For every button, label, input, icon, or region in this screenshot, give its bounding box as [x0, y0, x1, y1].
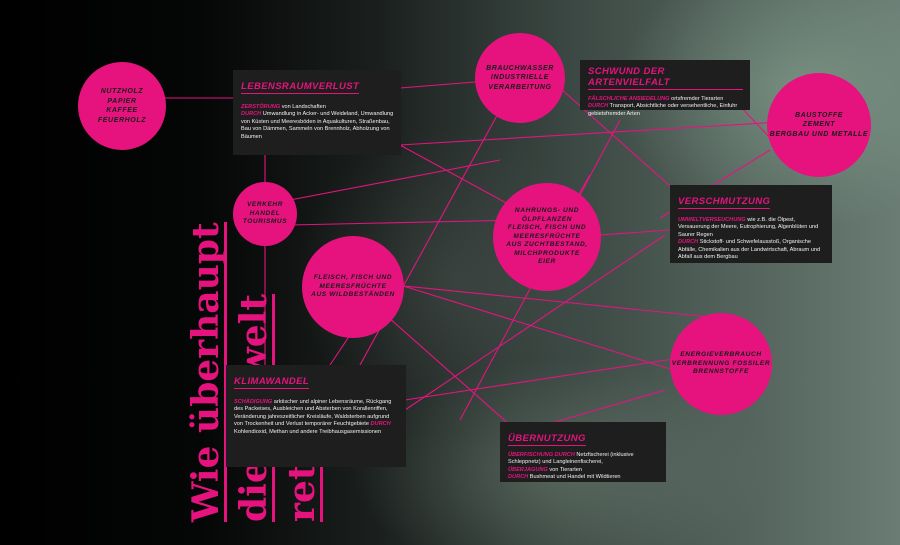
bubble-fleisch: FLEISCH, FISCH UND MEERESFRÜCHTE AUS WIL… — [302, 236, 404, 338]
connector — [399, 144, 511, 206]
connector — [544, 389, 666, 426]
bubble-brauchwasser: BRAUCHWASSER INDUSTRIELLE VERARBEITUNG — [475, 33, 565, 123]
connector — [344, 279, 741, 321]
bubble-energie: ENERGIEVERBRAUCH VERBRENNUNG FOSSILER BR… — [670, 313, 772, 415]
connector — [399, 284, 681, 373]
box-uebernutzung-title: ÜBERNUTZUNG — [508, 433, 586, 446]
box-uebernutzung: ÜBERNUTZUNG Überfischung durch Netzfisch… — [500, 422, 666, 482]
bubble-energie-label: ENERGIEVERBRAUCH VERBRENNUNG FOSSILER BR… — [671, 350, 771, 376]
bubble-verkehr-label: VERKEHR HANDEL TOURISMUS — [242, 201, 288, 226]
connector — [404, 234, 666, 411]
bubble-nutzholz-label: NUTZHOLZ PAPIER KAFFEE FEUERHOLZ — [97, 88, 147, 124]
bubble-baustoffe: BAUSTOFFE ZEMENT BERGBAU UND METALLE — [767, 73, 871, 177]
connector — [289, 219, 521, 226]
bubble-fleisch-label: FLEISCH, FISCH UND MEERESFRÜCHTE AUS WIL… — [311, 273, 395, 299]
box-verschmutzung-text: Umweltverseuchung wie z.B. die Ölpest, V… — [678, 217, 821, 261]
connector — [599, 229, 671, 236]
box-schwund-title: SCHWUND DER ARTENVIELFALT — [588, 66, 743, 90]
bubble-brauchwasser-label: BRAUCHWASSER INDUSTRIELLE VERARBEITUNG — [486, 64, 554, 91]
connector — [289, 159, 501, 201]
box-lebensraumverlust: LEBENSRAUMVERLUST Zerstörung von Landsch… — [233, 70, 401, 155]
bubble-verkehr: VERKEHR HANDEL TOURISMUS — [233, 182, 297, 246]
bubble-nutzholz: NUTZHOLZ PAPIER KAFFEE FEUERHOLZ — [78, 62, 166, 150]
connector — [379, 309, 511, 426]
bubble-baustoffe-label: BAUSTOFFE ZEMENT BERGBAU UND METALLE — [769, 111, 869, 138]
bubble-nahrung-label: NAHRUNGS- UND ÖLPFLANZEN FLEISCH, FISCH … — [506, 206, 588, 266]
box-verschmutzung: VERSCHMUTZUNG Umweltverseuchung wie z.B.… — [670, 185, 832, 263]
box-schwund-artenvielfalt: SCHWUND DER ARTENVIELFALT Fälschliche An… — [580, 60, 750, 117]
box-klimawandel: KLIMAWANDEL Schädigung arktischer und al… — [226, 365, 406, 467]
box-verschmutzung-title: VERSCHMUTZUNG — [678, 196, 771, 209]
bubble-nahrung: NAHRUNGS- UND ÖLPFLANZEN FLEISCH, FISCH … — [493, 183, 601, 291]
box-lebensraumverlust-title: LEBENSRAUMVERLUST — [241, 81, 360, 94]
connector — [399, 121, 781, 146]
box-schwund-text: Fälschliche Ansiedelung ortsfremder Tier… — [588, 96, 738, 117]
box-lebensraumverlust-text: Zerstörung von Landschaften durch Umwand… — [241, 104, 394, 140]
box-klimawandel-title: KLIMAWANDEL — [234, 376, 310, 389]
connector — [404, 357, 681, 401]
title-line-1: Wie überhaupt — [185, 222, 227, 522]
box-klimawandel-text: Schädigung arktischer und alpiner Lebens… — [234, 399, 392, 435]
box-uebernutzung-text: Überfischung durch Netzfischerei (inklus… — [508, 452, 634, 481]
